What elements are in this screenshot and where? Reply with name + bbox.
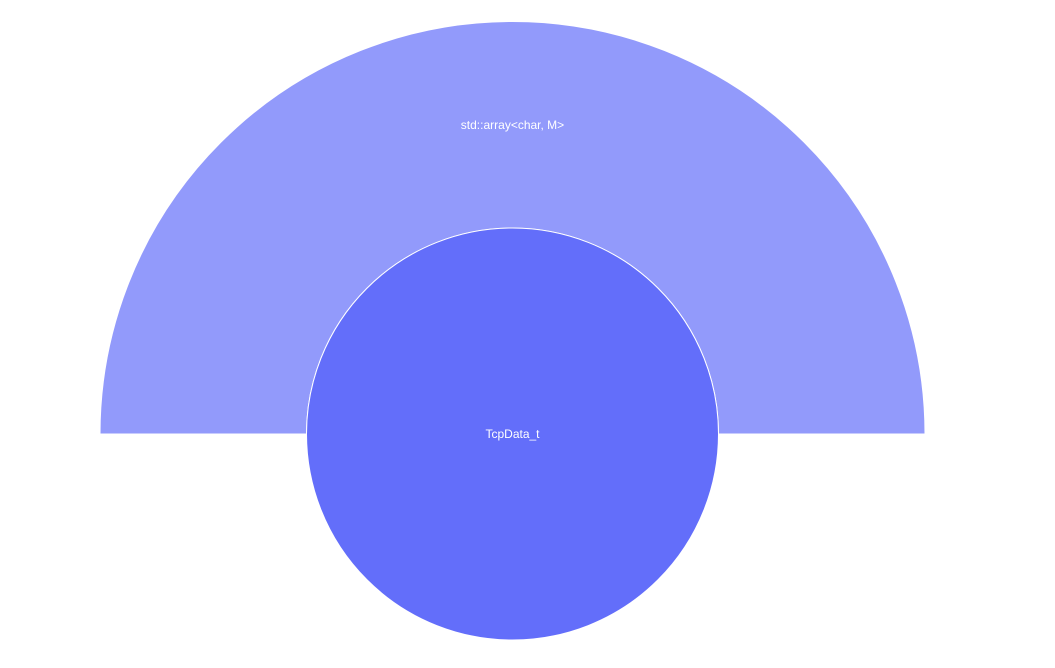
segment-label-tcpdata-t: TcpData_t <box>485 427 540 441</box>
segment-tcpdata-t[interactable] <box>306 227 719 641</box>
segment-label-std-array-char-m: std::array<char, M> <box>461 118 564 132</box>
